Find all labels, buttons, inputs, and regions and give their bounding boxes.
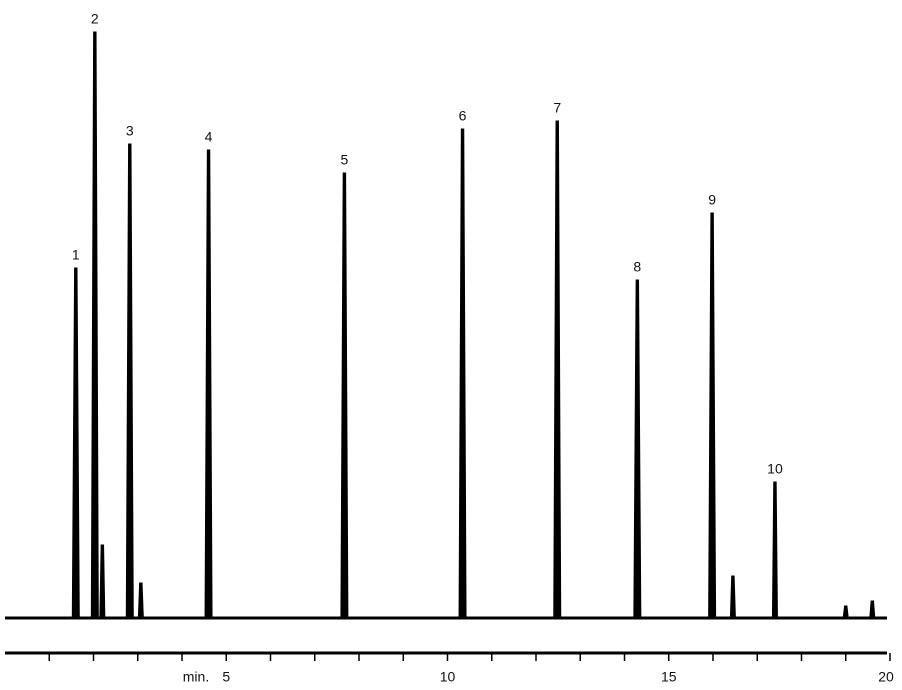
- x-tick-label: 20: [878, 669, 894, 685]
- peak-label: 8: [633, 259, 641, 275]
- x-axis-label: min.: [183, 669, 209, 685]
- peak: [204, 149, 213, 619]
- peak: [842, 605, 849, 619]
- peak: [71, 267, 80, 619]
- peak: [137, 582, 144, 619]
- peak: [708, 212, 717, 619]
- peak-label: 10: [767, 461, 783, 477]
- peak: [869, 600, 876, 619]
- x-tick-label: 5: [222, 669, 230, 685]
- x-tick-label: 10: [440, 669, 456, 685]
- peak: [340, 172, 349, 619]
- peak: [553, 120, 562, 619]
- peak: [125, 143, 134, 619]
- peak: [633, 279, 642, 619]
- x-tick-label: 15: [661, 669, 677, 685]
- peak-label: 7: [553, 100, 561, 116]
- peak: [729, 575, 736, 619]
- peak-label: 6: [459, 108, 467, 124]
- peak: [458, 128, 467, 619]
- peak: [90, 31, 99, 619]
- peak: [99, 544, 106, 619]
- peak-label: 9: [708, 192, 716, 208]
- peak-label: 4: [205, 129, 213, 145]
- peak-label: 2: [91, 11, 99, 27]
- peak-label: 3: [126, 123, 134, 139]
- peak: [771, 481, 778, 619]
- peak-label: 1: [72, 247, 80, 263]
- peak-label: 5: [340, 152, 348, 168]
